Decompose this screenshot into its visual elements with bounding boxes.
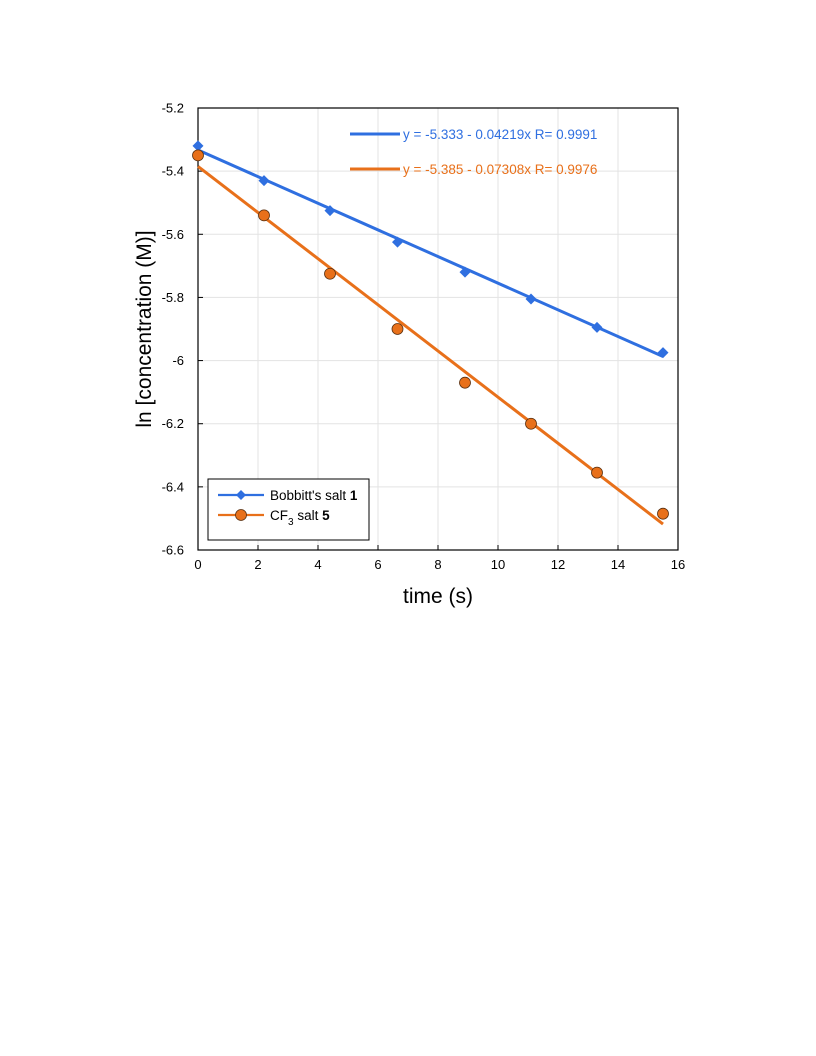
- fit-equation-label: y = -5.333 - 0.04219x R= 0.9991: [403, 127, 597, 142]
- data-point-diamond: [392, 236, 403, 248]
- x-tick-label: 14: [611, 557, 625, 572]
- legend-text: Bobbitt's salt: [270, 488, 350, 503]
- data-point-circle: [324, 267, 336, 280]
- data-point-circle: [459, 376, 471, 389]
- legend-box: [207, 478, 370, 541]
- fit-line: [197, 148, 664, 358]
- legend-entry-label: CF3 salt 5: [270, 508, 330, 528]
- data-point-circle: [192, 149, 204, 162]
- data-point-circle: [391, 323, 404, 335]
- fit-equations: y = -5.333 - 0.04219x R= 0.9991 y = -5.38…: [350, 127, 597, 177]
- fit-line: [197, 165, 664, 526]
- legend-marker-circle: [235, 509, 247, 521]
- legend: Bobbitt's salt 1 CF3 salt 5: [207, 478, 370, 541]
- x-tick-label: 16: [671, 557, 685, 572]
- y-tick-label: -6.6: [162, 543, 184, 558]
- data-point-diamond: [459, 266, 471, 278]
- data-point-circle: [657, 507, 669, 520]
- x-tick-label: 10: [491, 557, 505, 572]
- data-point-diamond: [324, 205, 336, 217]
- data-point-diamond: [258, 175, 270, 187]
- data-point-circle: [591, 466, 603, 479]
- data-markers: [192, 140, 669, 520]
- data-point-diamond: [591, 321, 603, 333]
- data-point-circle: [525, 417, 537, 430]
- legend-subscript: 3: [288, 517, 294, 528]
- x-tick-label: 2: [254, 557, 261, 572]
- y-tick-label: -5.2: [162, 101, 184, 116]
- x-tick-label: 12: [551, 557, 565, 572]
- x-axis-title: time (s): [403, 585, 473, 608]
- legend-entry-label: Bobbitt's salt 1: [270, 488, 358, 503]
- x-tick-label: 4: [314, 557, 321, 572]
- axis-ticks: 0 2 4 6 8 10 12 14 16 -5.2 -5.4 -5.6 -5.8 -6 -6.2 -6.4 -…: [162, 101, 686, 573]
- y-tick-label: -5.4: [162, 164, 184, 179]
- fit-lines: [197, 148, 664, 526]
- data-point-diamond: [525, 293, 537, 305]
- legend-compound-number: 5: [322, 508, 330, 523]
- data-point-diamond: [657, 347, 669, 359]
- data-point-circle: [258, 209, 270, 222]
- legend-text: salt: [294, 508, 323, 523]
- x-tick-label: 0: [194, 557, 201, 572]
- y-axis-title: ln [concentration (M)]: [133, 230, 156, 427]
- legend-text: CF: [270, 508, 288, 523]
- x-tick-label: 6: [374, 557, 381, 572]
- data-point-diamond: [192, 140, 204, 152]
- y-tick-label: -5.8: [162, 290, 184, 305]
- y-tick-label: -6.2: [162, 416, 184, 431]
- y-tick-label: -5.6: [162, 227, 184, 242]
- y-tick-label: -6.4: [162, 479, 184, 494]
- x-tick-label: 8: [434, 557, 441, 572]
- legend-marker-diamond: [236, 490, 246, 500]
- legend-compound-number: 1: [350, 488, 358, 503]
- y-tick-label: -6: [172, 353, 184, 368]
- fit-equation-label: y = -5.385 - 0.07308x R= 0.9976: [403, 162, 597, 177]
